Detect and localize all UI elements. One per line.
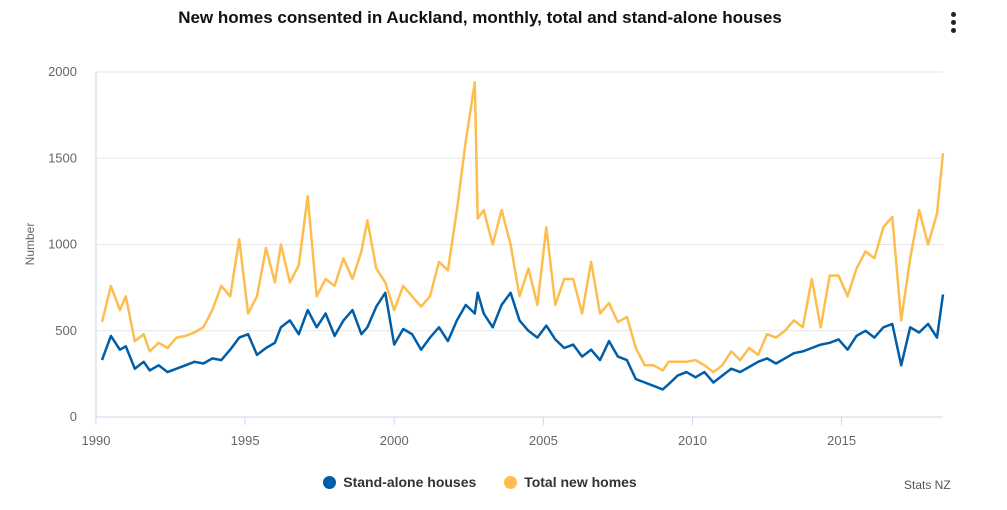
y-tick-label: 1000 (48, 237, 77, 252)
credits: Stats NZ (904, 478, 951, 492)
series-layer (100, 81, 945, 391)
legend-dot-total-new-homes (504, 476, 518, 489)
chart-title: New homes consented in Auckland, monthly… (178, 8, 782, 27)
y-tick-label: 1500 (48, 150, 77, 165)
chart-svg: 0 500 1000 1500 2000 1990 1995 2000 2005 2010 2015… (23, 64, 945, 448)
legend: Stand-alone houses Total new homes (0, 474, 960, 490)
x-tick-label: 2000 (380, 433, 409, 448)
y-tick-label: 500 (55, 323, 77, 338)
x-tick-label: 1995 (231, 433, 260, 448)
kebab-menu-icon[interactable] (944, 12, 962, 38)
legend-item-total-new-homes[interactable]: Total new homes (504, 474, 637, 490)
x-tick-label: 2015 (827, 433, 856, 448)
x-tick-label: 2010 (678, 433, 707, 448)
axes: 0 500 1000 1500 2000 1990 1995 2000 2005 2010 2015 (48, 64, 943, 448)
legend-label-total-new-homes: Total new homes (524, 474, 637, 490)
x-tick-label: 1990 (82, 433, 111, 448)
legend-item-stand-alone-houses[interactable]: Stand-alone houses (323, 474, 476, 490)
y-tick-label: 0 (70, 409, 77, 424)
series-line-total-new-homes[interactable] (100, 81, 945, 374)
y-axis-label: Number (23, 223, 37, 266)
series-line-stand-alone-houses[interactable] (100, 291, 945, 391)
legend-label-stand-alone-houses: Stand-alone houses (343, 474, 477, 490)
x-tick-label: 2005 (529, 433, 558, 448)
y-tick-label: 2000 (48, 64, 77, 79)
legend-dot-stand-alone-houses (323, 476, 337, 489)
